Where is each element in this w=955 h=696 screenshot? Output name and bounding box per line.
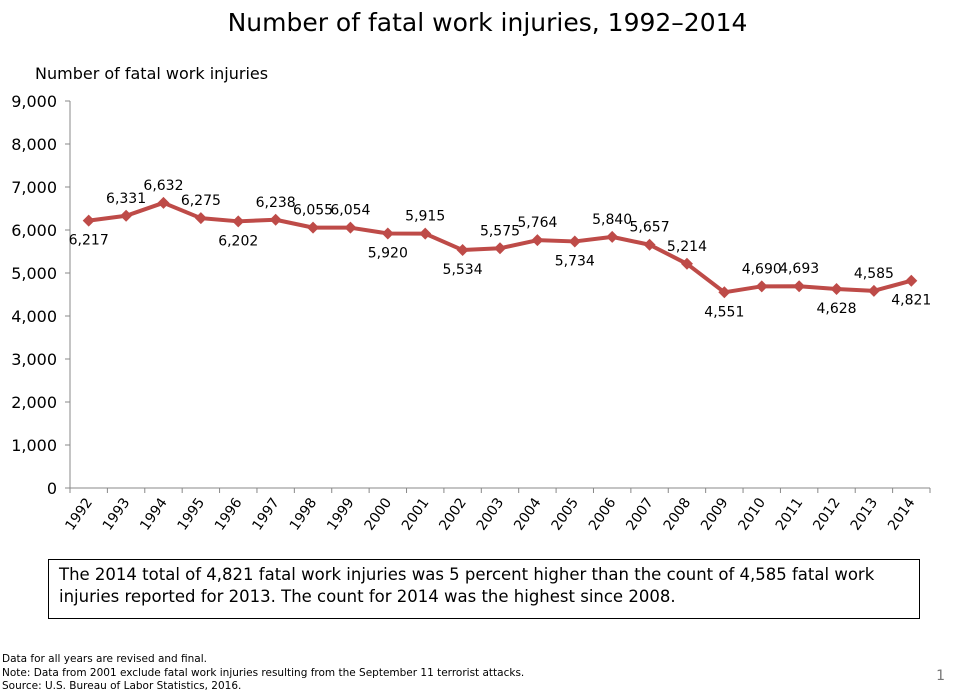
x-tick-label: 2003 <box>474 495 508 533</box>
data-point <box>494 242 506 255</box>
data-point <box>867 284 880 297</box>
x-tick-label: 2010 <box>735 495 769 533</box>
data-point <box>194 212 207 225</box>
page-number: 1 <box>936 668 945 684</box>
x-tick-label: 2014 <box>885 495 919 533</box>
data-label: 4,585 <box>854 266 894 282</box>
data-label: 5,840 <box>592 212 632 228</box>
data-point <box>643 238 656 251</box>
data-point <box>680 257 693 270</box>
y-tick-label: 9,000 <box>11 92 57 111</box>
x-tick-label: 2005 <box>549 495 583 533</box>
footnotes: Data for all years are revised and final… <box>2 653 524 694</box>
data-label: 6,331 <box>106 191 146 207</box>
data-point <box>755 280 768 293</box>
data-label: 5,214 <box>667 239 707 255</box>
data-label: 6,275 <box>181 193 221 209</box>
x-tick-label: 2008 <box>661 495 695 533</box>
x-tick-label: 1992 <box>62 495 96 533</box>
y-tick-label: 1,000 <box>11 436 57 455</box>
data-point <box>307 221 320 234</box>
y-tick-label: 5,000 <box>11 264 57 283</box>
data-point <box>606 230 619 243</box>
y-axis-label: Number of fatal work injuries <box>35 64 269 83</box>
data-label: 4,693 <box>779 261 819 277</box>
x-tick-label: 2013 <box>848 495 882 533</box>
data-point <box>232 215 245 228</box>
data-label: 5,534 <box>443 262 483 278</box>
x-tick-label: 1993 <box>100 495 134 533</box>
x-tick-label: 2011 <box>773 495 807 533</box>
data-point <box>793 280 806 293</box>
data-point <box>120 209 133 222</box>
x-tick-label: 1998 <box>287 495 321 533</box>
x-tick-label: 2001 <box>399 495 433 533</box>
data-label: 6,632 <box>143 178 183 194</box>
x-tick-label: 2007 <box>623 495 657 533</box>
data-point <box>830 282 843 295</box>
data-label: 6,238 <box>256 195 296 211</box>
data-label: 5,734 <box>555 253 595 269</box>
data-label: 5,920 <box>368 245 408 261</box>
x-tick-label: 2012 <box>810 495 844 533</box>
x-tick-label: 2006 <box>586 495 620 533</box>
chart-title: Number of fatal work injuries, 1992–2014 <box>227 8 748 37</box>
data-label: 4,551 <box>704 304 744 320</box>
summary-callout: The 2014 total of 4,821 fatal work injur… <box>48 559 920 619</box>
data-point <box>531 234 544 247</box>
data-point <box>157 196 170 209</box>
data-label: 5,657 <box>630 220 670 236</box>
data-label: 5,915 <box>405 209 445 225</box>
data-label: 4,821 <box>891 293 931 309</box>
x-tick-label: 2002 <box>436 495 470 533</box>
y-tick-label: 7,000 <box>11 178 57 197</box>
data-label: 5,764 <box>517 215 557 231</box>
y-tick-label: 8,000 <box>11 135 57 154</box>
footnote-source: Source: U.S. Bureau of Labor Statistics,… <box>2 680 242 692</box>
data-point <box>82 214 95 227</box>
axes: 0 1,000 2,000 3,000 4,000 5,000 6,000 7,000 8,00… <box>11 92 931 533</box>
y-tick-label: 0 <box>47 479 57 498</box>
line-chart: 0 1,000 2,000 3,000 4,000 5,000 6,000 7,000 8,00… <box>11 92 932 533</box>
data-label: 4,628 <box>816 301 856 317</box>
x-tick-label: 1995 <box>175 495 209 533</box>
y-tick-label: 6,000 <box>11 221 57 240</box>
x-tick-label: 2000 <box>362 495 396 533</box>
x-tick-label: 1999 <box>324 495 358 533</box>
data-label: 6,055 <box>293 203 333 219</box>
data-label: 6,054 <box>330 203 370 219</box>
y-tick-label: 4,000 <box>11 307 57 326</box>
data-label: 4,690 <box>742 261 782 277</box>
data-point <box>419 227 432 240</box>
x-tick-label: 2009 <box>698 495 732 533</box>
x-tick-label: 2004 <box>511 495 545 533</box>
y-tick-label: 3,000 <box>11 350 57 369</box>
y-tick-label: 2,000 <box>11 393 57 412</box>
data-point <box>905 274 918 287</box>
x-tick-label: 1994 <box>137 495 171 533</box>
data-label: 6,217 <box>69 233 109 249</box>
data-point <box>344 221 357 234</box>
data-label: 6,202 <box>218 233 258 249</box>
data-point <box>568 235 581 248</box>
data-point <box>381 227 394 240</box>
data-point <box>269 213 282 226</box>
footnote-revised: Data for all years are revised and final… <box>2 653 208 665</box>
x-tick-label: 1997 <box>249 495 283 533</box>
series-marks <box>82 196 918 299</box>
data-point <box>718 286 731 299</box>
data-point <box>456 244 469 257</box>
data-label: 5,575 <box>480 223 520 239</box>
x-tick-label: 1996 <box>212 495 246 533</box>
footnote-september-11: Note: Data from 2001 exclude fatal work … <box>2 666 525 679</box>
